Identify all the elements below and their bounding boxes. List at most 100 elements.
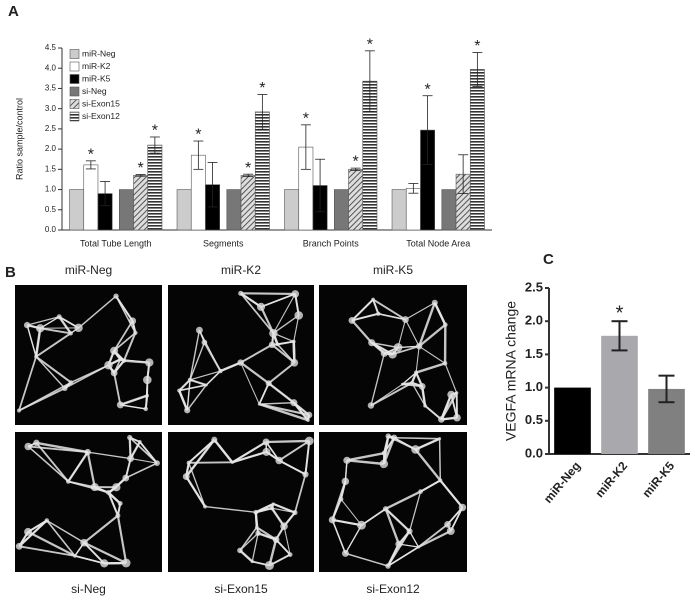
vessel	[198, 329, 221, 372]
error-bar	[100, 181, 111, 207]
vessel	[27, 530, 76, 557]
vessel	[113, 320, 134, 352]
node	[444, 520, 451, 528]
bar	[133, 175, 149, 231]
error-bar	[85, 160, 96, 170]
bar	[554, 387, 591, 454]
vessel	[384, 507, 411, 533]
bar	[391, 189, 407, 231]
node	[145, 358, 154, 367]
y-tick-label: 3.5	[45, 84, 57, 93]
vessel	[331, 498, 342, 521]
vessel	[189, 330, 201, 380]
vessel	[213, 438, 234, 464]
node	[409, 380, 414, 385]
y-tick-label: 2.0	[525, 313, 543, 328]
legend-swatch	[69, 86, 80, 97]
node	[184, 407, 191, 414]
vessel	[394, 436, 440, 440]
vessel	[387, 546, 419, 567]
vessel	[185, 439, 215, 478]
vessel	[186, 379, 191, 411]
error-bar	[408, 183, 419, 194]
vessel	[36, 441, 88, 454]
vessel	[189, 370, 221, 381]
vessel	[370, 353, 385, 406]
significance-marker: *	[138, 160, 144, 177]
vessel	[418, 302, 436, 347]
vessel	[231, 441, 267, 464]
node	[23, 321, 31, 329]
bar	[284, 189, 300, 231]
vessel	[271, 340, 294, 346]
error-bar	[350, 167, 361, 171]
vessel	[271, 344, 296, 364]
vessel	[189, 379, 207, 386]
error-bar	[300, 124, 311, 170]
vessel	[415, 437, 440, 451]
error-bar	[135, 174, 146, 177]
node	[113, 293, 119, 299]
legend-swatch	[69, 74, 80, 84]
vessel	[204, 505, 256, 514]
micrograph	[168, 285, 314, 425]
vessel	[404, 319, 420, 347]
node	[262, 438, 270, 446]
vessel	[294, 474, 307, 513]
node	[254, 525, 259, 530]
vessel	[260, 306, 275, 334]
vessel	[438, 438, 442, 481]
significance-marker: *	[303, 110, 309, 127]
vessel	[332, 518, 362, 527]
x-tick-label: Total Node Area	[406, 238, 470, 248]
vessel	[18, 356, 37, 411]
y-tick-label: 4.5	[45, 43, 57, 52]
vessel	[370, 382, 413, 407]
vessel	[189, 342, 206, 381]
node	[73, 554, 77, 558]
vessel	[35, 442, 69, 483]
error-bar	[315, 158, 326, 213]
vessel	[267, 382, 295, 404]
y-tick-label: 0.5	[45, 205, 57, 214]
vessel	[87, 451, 131, 460]
vessel	[83, 514, 119, 544]
vessel	[450, 394, 458, 418]
node	[201, 339, 208, 346]
legend-swatch	[69, 99, 80, 109]
vessel	[240, 362, 260, 405]
vessel	[35, 332, 72, 358]
bar	[348, 169, 364, 231]
vessel	[304, 440, 311, 475]
vessel	[418, 345, 446, 364]
vessel	[344, 524, 363, 554]
vessel	[386, 543, 400, 567]
vessel	[446, 506, 464, 525]
vessel	[278, 459, 306, 476]
legend-label: miR-K2	[82, 61, 111, 71]
panel-label: A	[8, 3, 19, 20]
node	[442, 322, 448, 328]
vessel	[415, 362, 446, 374]
vessel	[405, 302, 436, 321]
vessel	[433, 302, 447, 326]
vessel	[408, 491, 422, 532]
y-tick-label: 0.0	[525, 445, 543, 460]
node	[348, 316, 356, 324]
vessel	[205, 370, 222, 386]
node	[306, 418, 310, 422]
vessel	[67, 451, 89, 482]
vessel	[414, 448, 442, 482]
node	[104, 360, 113, 370]
error-bar	[658, 374, 675, 404]
node	[367, 402, 375, 409]
error-bar	[364, 50, 375, 112]
vessel	[40, 327, 71, 335]
vessel	[240, 292, 262, 308]
y-axis-label: Ratio sample/control	[14, 98, 24, 180]
vessel	[94, 486, 109, 494]
vessel	[418, 323, 447, 348]
vessel	[411, 382, 426, 407]
significance-marker: *	[616, 302, 624, 324]
